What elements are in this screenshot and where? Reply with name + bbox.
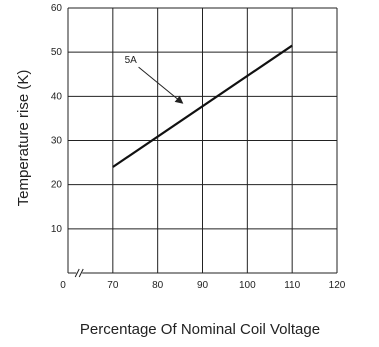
x-tick-label: 100: [239, 280, 256, 291]
series-line-5A: [112, 44, 293, 168]
x-tick-label: 120: [329, 280, 346, 291]
x-tick-label: 110: [284, 280, 300, 291]
tick-layer: 10 20 30 40 50 60 0 70 80 90 100 110 120: [51, 3, 346, 291]
x-tick-label: 80: [152, 280, 164, 291]
axis-break-mark: [74, 268, 80, 278]
y-tick-label: 10: [51, 224, 63, 235]
annotation-arrow: [138, 66, 184, 104]
x-axis-label: Percentage Of Nominal Coil Voltage: [80, 321, 320, 338]
y-tick-label: 30: [51, 136, 63, 147]
axis-break-mark: [78, 268, 84, 278]
y-tick-label: 20: [51, 180, 63, 191]
y-axis-label: Temperature rise (K): [15, 70, 32, 207]
series-layer: [112, 44, 293, 168]
y-tick-label: 60: [51, 3, 63, 14]
series-annotation-label: 5A: [125, 55, 138, 66]
y-tick-label: 50: [51, 47, 63, 58]
axis-break-gap: [76, 268, 83, 278]
x-axis-break: [74, 268, 84, 278]
grid: [67, 7, 338, 278]
x-tick-label: 0: [60, 280, 66, 291]
x-tick-label: 70: [107, 280, 119, 291]
y-tick-label: 40: [51, 91, 63, 102]
annotation-layer: 5A: [125, 55, 184, 104]
x-tick-label: 90: [197, 280, 209, 291]
